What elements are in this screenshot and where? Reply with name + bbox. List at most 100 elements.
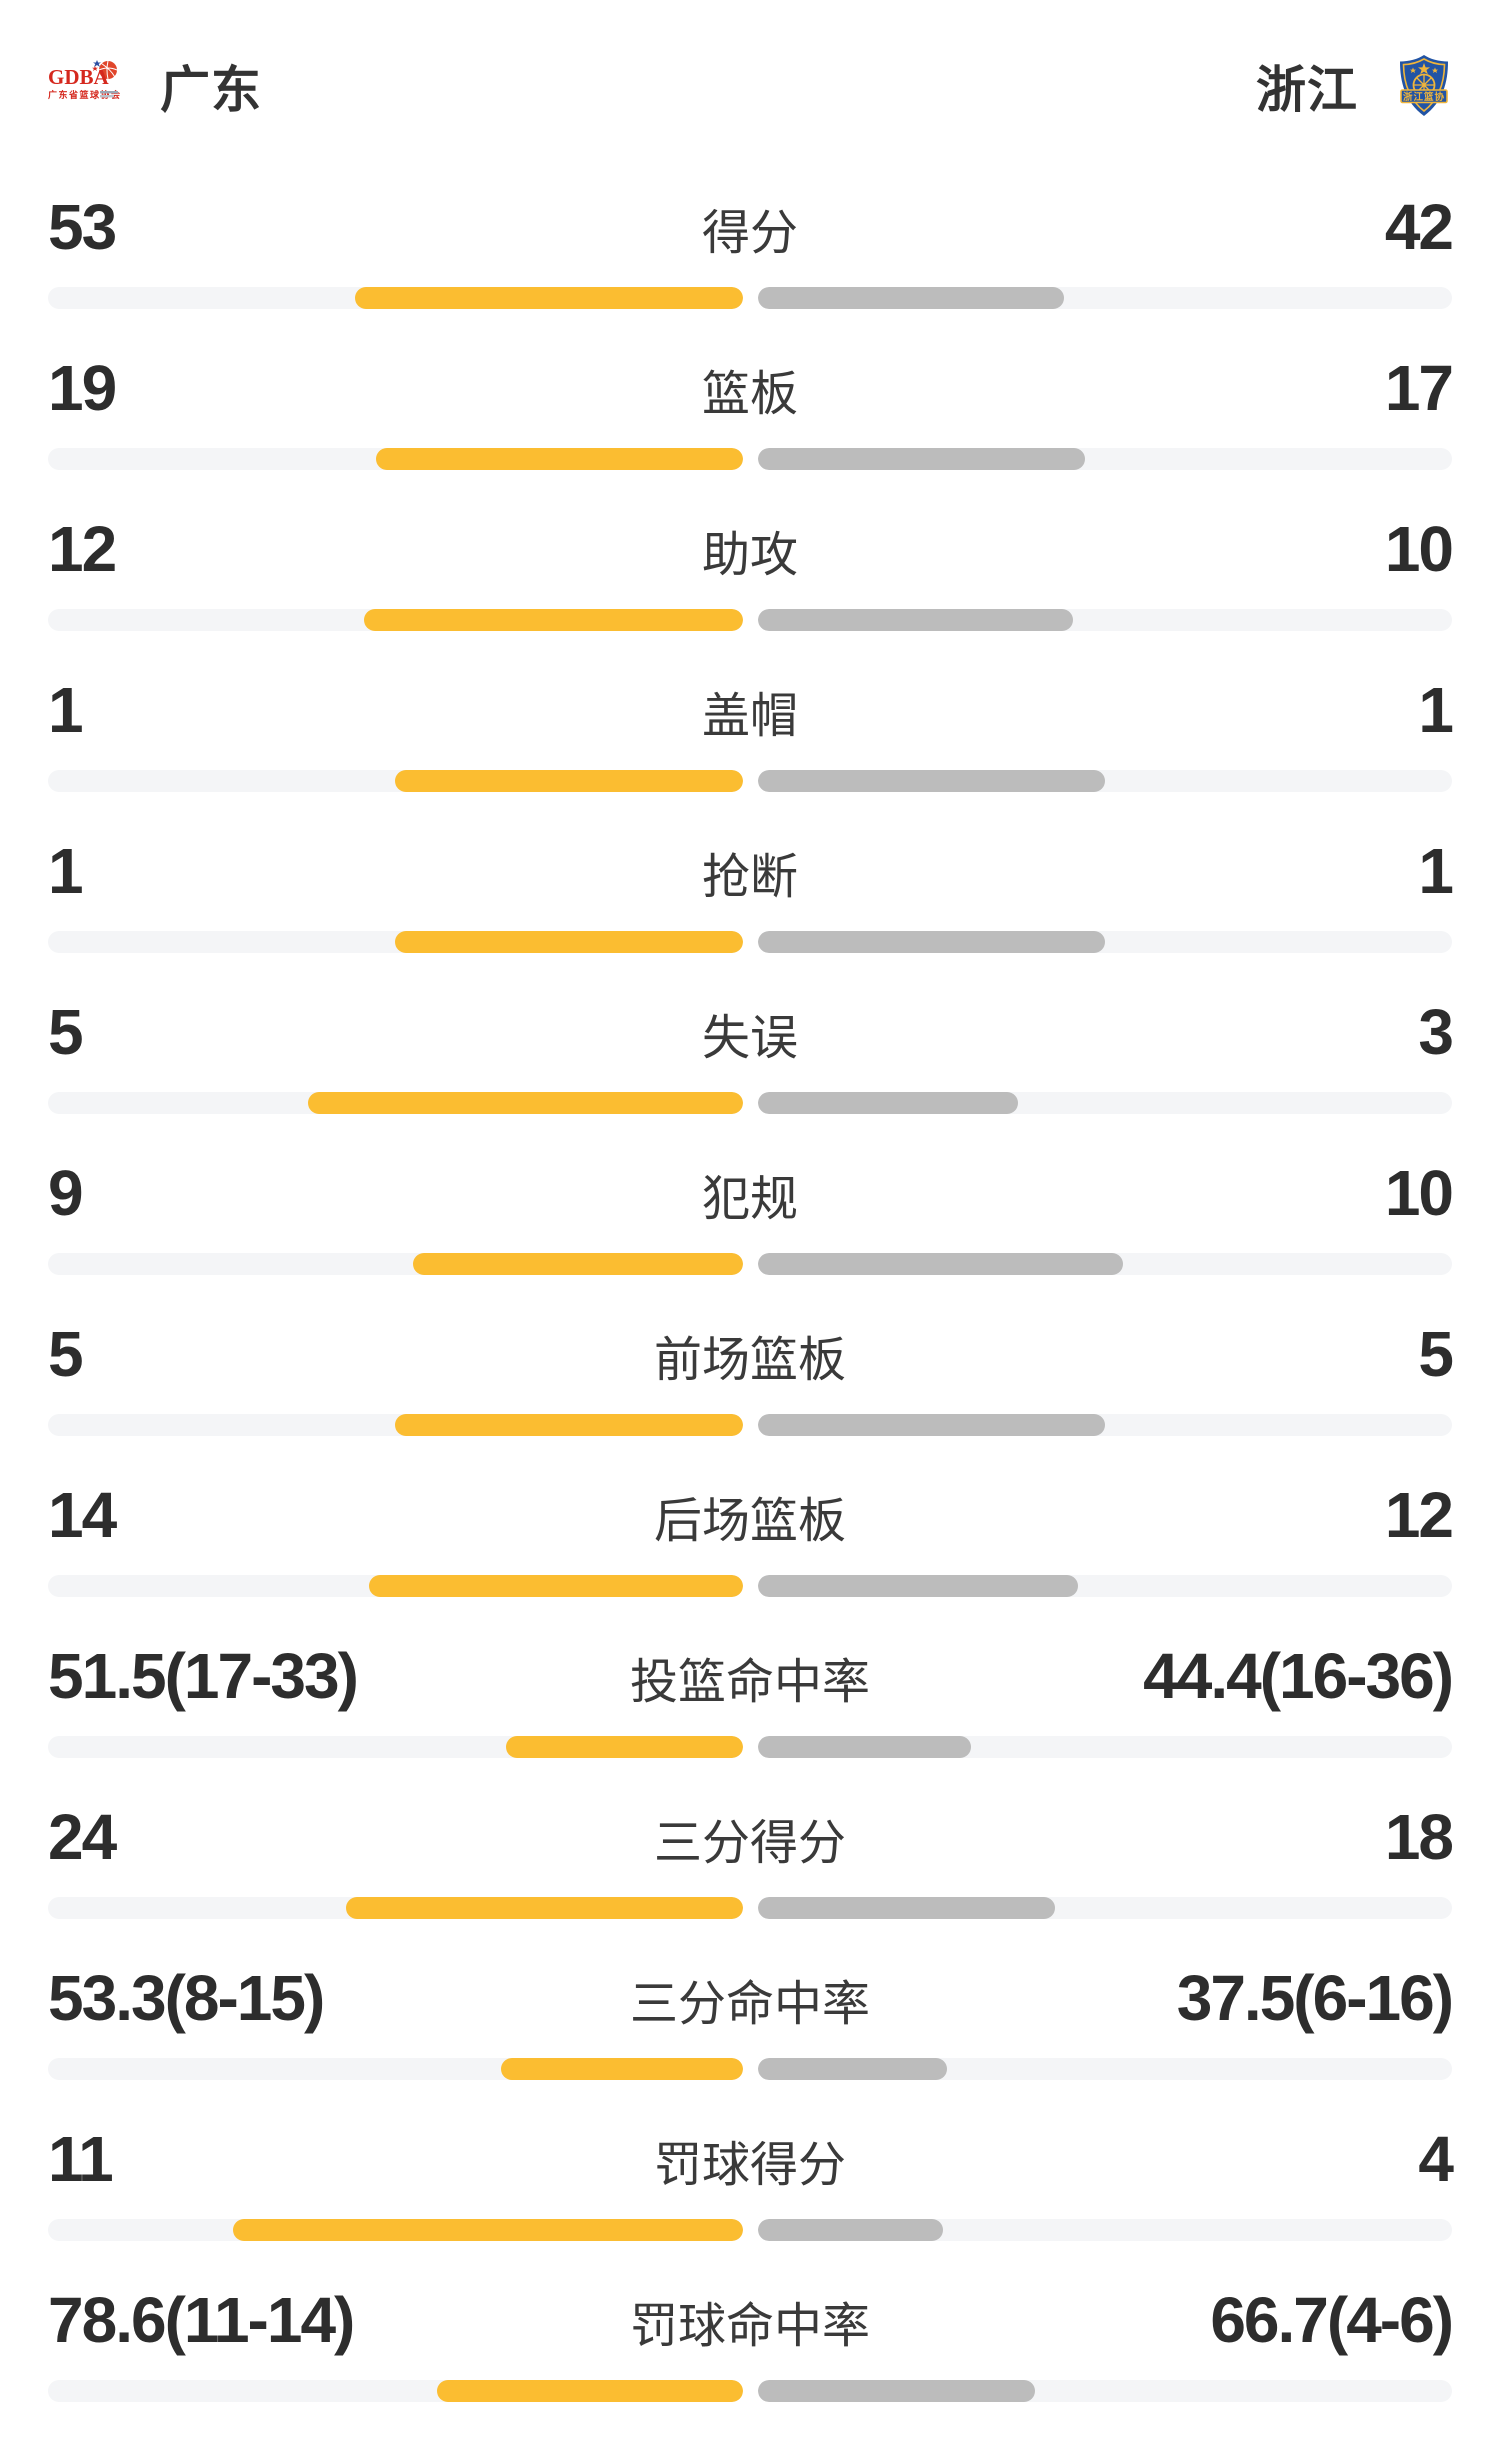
home-bar-track bbox=[48, 1092, 743, 1114]
home-bar-track bbox=[48, 1253, 743, 1275]
home-bar-track bbox=[48, 2219, 743, 2241]
away-stat-value: 10 bbox=[1384, 1157, 1454, 1229]
away-bar-track bbox=[757, 1092, 1452, 1114]
away-bar-track bbox=[757, 770, 1452, 792]
home-team: GDBA 广东省篮球协会 广东 bbox=[48, 50, 262, 122]
svg-text:浙江篮协: 浙江篮协 bbox=[1403, 91, 1445, 103]
away-team: 浙江 浙江篮协 bbox=[1256, 50, 1452, 122]
home-bar-track bbox=[48, 770, 743, 792]
away-bar-fill bbox=[757, 1897, 1056, 1919]
stat-category-label: 前场篮板 bbox=[653, 1334, 846, 1387]
stat-category-label: 盖帽 bbox=[701, 690, 798, 743]
away-stat-value: 44.4(16-36) bbox=[1143, 1640, 1454, 1712]
away-stat-value: 18 bbox=[1384, 1801, 1454, 1873]
away-stat-value: 17 bbox=[1384, 352, 1454, 424]
home-bar-track bbox=[48, 2380, 743, 2402]
away-bar-fill bbox=[757, 448, 1086, 470]
home-bar-track bbox=[48, 1897, 743, 1919]
stat-row: 5 失误 3 bbox=[48, 995, 1454, 1156]
home-stat-value: 5 bbox=[48, 1318, 84, 1390]
stat-comparison-bar bbox=[48, 2380, 1452, 2402]
home-bar-track bbox=[48, 2058, 743, 2080]
stat-comparison-bar bbox=[48, 287, 1452, 309]
away-bar-fill bbox=[757, 2380, 1036, 2402]
svg-text:GDBA: GDBA bbox=[48, 65, 110, 89]
home-stat-value: 11 bbox=[48, 2123, 114, 2195]
away-bar-fill bbox=[757, 1575, 1079, 1597]
stat-row: 53.3(8-15) 三分命中率 37.5(6-16) bbox=[48, 1961, 1454, 2122]
home-stat-value: 51.5(17-33) bbox=[48, 1640, 359, 1712]
stat-row: 14 后场篮板 12 bbox=[48, 1478, 1454, 1639]
home-bar-fill bbox=[500, 2058, 743, 2080]
away-team-name: 浙江 bbox=[1256, 62, 1358, 118]
stat-comparison-bar bbox=[48, 448, 1452, 470]
stat-category-label: 罚球命中率 bbox=[629, 2300, 870, 2353]
home-stat-value: 5 bbox=[48, 996, 84, 1068]
stat-category-label: 助攻 bbox=[701, 529, 798, 582]
away-stat-value: 66.7(4-6) bbox=[1210, 2284, 1454, 2356]
home-stat-value: 78.6(11-14) bbox=[48, 2284, 355, 2356]
away-bar-track bbox=[757, 609, 1452, 631]
guangdong-team-logo-icon: GDBA 广东省篮球协会 bbox=[48, 60, 122, 100]
away-bar-track bbox=[757, 287, 1452, 309]
home-bar-track bbox=[48, 287, 743, 309]
stat-comparison-bar bbox=[48, 1897, 1452, 1919]
home-bar-fill bbox=[436, 2380, 743, 2402]
stat-row: 11 罚球得分 4 bbox=[48, 2122, 1454, 2283]
home-bar-fill bbox=[413, 1253, 743, 1275]
stat-category-label: 得分 bbox=[701, 207, 798, 260]
home-bar-track bbox=[48, 1736, 743, 1758]
away-stat-value: 12 bbox=[1384, 1479, 1454, 1551]
stat-row: 1 盖帽 1 bbox=[48, 673, 1454, 834]
stat-comparison-bar bbox=[48, 1092, 1452, 1114]
stat-category-label: 三分得分 bbox=[653, 1817, 846, 1870]
home-bar-fill bbox=[506, 1736, 743, 1758]
home-bar-fill bbox=[368, 1575, 743, 1597]
stats-comparison-list: 53 得分 42 19 篮板 17 bbox=[48, 190, 1454, 2444]
home-bar-track bbox=[48, 1414, 743, 1436]
svg-text:广东省篮球协会: 广东省篮球协会 bbox=[48, 89, 122, 100]
zhejiang-team-logo-icon: 浙江篮协 bbox=[1400, 55, 1448, 116]
away-bar-fill bbox=[757, 1092, 1018, 1114]
home-bar-track bbox=[48, 1575, 743, 1597]
scoreboard-header: GDBA 广东省篮球协会 广东 浙江 浙江篮协 bbox=[48, 50, 1452, 122]
away-bar-track bbox=[757, 1575, 1452, 1597]
home-stat-value: 12 bbox=[48, 513, 117, 585]
away-stat-value: 5 bbox=[1418, 1318, 1454, 1390]
stat-comparison-bar bbox=[48, 609, 1452, 631]
stat-comparison-bar bbox=[48, 1253, 1452, 1275]
home-stat-value: 9 bbox=[48, 1157, 84, 1229]
away-bar-fill bbox=[757, 1414, 1105, 1436]
stat-row: 12 助攻 10 bbox=[48, 512, 1454, 673]
home-bar-fill bbox=[364, 609, 743, 631]
home-bar-fill bbox=[395, 770, 743, 792]
home-stat-value: 24 bbox=[48, 1801, 117, 1873]
stat-category-label: 罚球得分 bbox=[653, 2139, 846, 2192]
away-bar-fill bbox=[757, 1736, 972, 1758]
home-bar-fill bbox=[395, 931, 743, 953]
away-stat-value: 42 bbox=[1384, 191, 1454, 263]
away-stat-value: 10 bbox=[1384, 513, 1454, 585]
away-bar-fill bbox=[757, 770, 1105, 792]
away-bar-track bbox=[757, 931, 1452, 953]
home-bar-fill bbox=[395, 1414, 743, 1436]
away-bar-track bbox=[757, 448, 1452, 470]
away-bar-track bbox=[757, 2058, 1452, 2080]
stat-comparison-bar bbox=[48, 1736, 1452, 1758]
stat-category-label: 犯规 bbox=[701, 1173, 798, 1226]
away-bar-fill bbox=[757, 1253, 1123, 1275]
stat-category-label: 投篮命中率 bbox=[629, 1656, 870, 1709]
home-stat-value: 53.3(8-15) bbox=[48, 1962, 325, 2034]
home-bar-fill bbox=[308, 1092, 743, 1114]
away-bar-track bbox=[757, 1414, 1452, 1436]
away-bar-fill bbox=[757, 287, 1065, 309]
away-stat-value: 1 bbox=[1418, 674, 1454, 746]
away-bar-track bbox=[757, 1897, 1452, 1919]
home-team-name: 广东 bbox=[160, 62, 262, 118]
stat-comparison-bar bbox=[48, 931, 1452, 953]
away-bar-fill bbox=[757, 931, 1105, 953]
stat-category-label: 三分命中率 bbox=[629, 1978, 870, 2031]
away-bar-fill bbox=[757, 609, 1074, 631]
stat-row: 51.5(17-33) 投篮命中率 44.4(16-36) bbox=[48, 1639, 1454, 1800]
away-bar-track bbox=[757, 2380, 1452, 2402]
